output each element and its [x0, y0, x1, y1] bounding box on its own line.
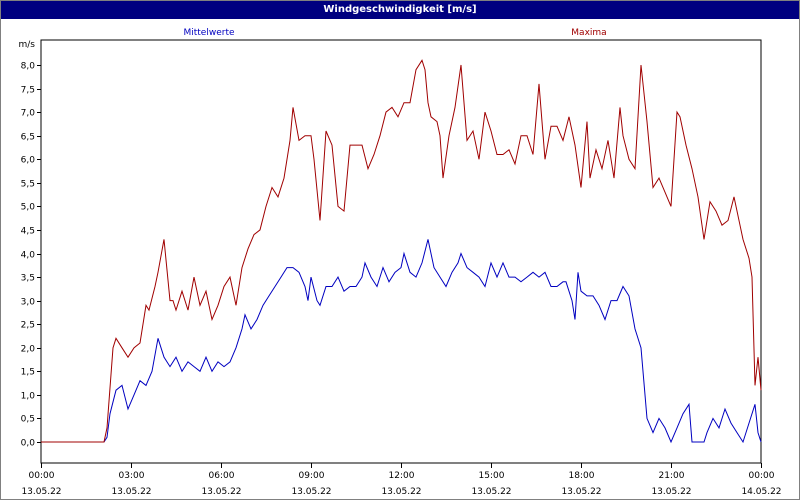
y-tick-label: 6,0 [21, 156, 36, 166]
plot-area [40, 39, 762, 464]
y-tick-label: 2,5 [21, 321, 35, 331]
y-tick-label: 8,0 [21, 62, 36, 72]
chart-title: Windgeschwindigkeit [m/s] [1, 1, 799, 19]
x-tick-time: 18:00 [569, 471, 595, 481]
y-tick-label: 7,5 [21, 86, 35, 96]
x-tick-date: 13.05.22 [291, 487, 331, 497]
legend-entry-maxima: Maxima [571, 28, 606, 38]
legend-entry-mittelwerte: Mittelwerte [183, 28, 234, 38]
x-tick-date: 13.05.22 [381, 487, 421, 497]
legend: Mittelwerte Maxima [183, 28, 606, 38]
x-tick-time: 03:00 [119, 471, 145, 481]
y-axis-label: m/s [19, 40, 36, 50]
y-tick-label: 3,0 [21, 298, 36, 308]
y-tick-label: 1,0 [21, 392, 36, 402]
series-line-maxima [41, 59, 762, 443]
y-tick-label: 6,5 [21, 133, 35, 143]
y-tick-label: 4,0 [21, 251, 36, 261]
y-tick-label: 7,0 [21, 109, 36, 119]
x-tick-time: 06:00 [209, 471, 235, 481]
y-tick-label: 5,5 [21, 180, 35, 190]
x-tick-time: 21:00 [659, 471, 685, 481]
x-tick-date: 13.05.22 [651, 487, 691, 497]
x-tick-time: 12:00 [389, 471, 415, 481]
x-tick-time: 00:00 [29, 471, 55, 481]
x-tick-date: 13.05.22 [471, 487, 511, 497]
y-tick-label: 2,0 [21, 345, 36, 355]
x-tick-date: 13.05.22 [561, 487, 601, 497]
x-tick-time: 09:00 [299, 471, 325, 481]
y-tick-label: 3,5 [21, 274, 35, 284]
x-tick-date: 14.05.22 [741, 487, 781, 497]
y-tick-label: 0,0 [21, 439, 36, 449]
x-tick-date: 13.05.22 [21, 487, 61, 497]
y-tick-label: 4,5 [21, 227, 35, 237]
y-tick-label: 5,0 [21, 203, 36, 213]
series-lines [41, 59, 762, 444]
x-tick-date: 13.05.22 [111, 487, 151, 497]
x-tick-time: 00:00 [749, 471, 775, 481]
series-line-mittelwerte [41, 239, 762, 444]
wind-speed-chart: 0,0 0,5 1,0 1,5 2,0 2,5 3,0 3,5 4,0 4,5 5,0 5,5 6,0 6… [19, 28, 782, 497]
x-tick-time: 15:00 [479, 471, 505, 481]
y-tick-label: 1,5 [21, 368, 35, 378]
y-tick-label: 0,5 [21, 415, 35, 425]
x-tick-date: 13.05.22 [201, 487, 241, 497]
